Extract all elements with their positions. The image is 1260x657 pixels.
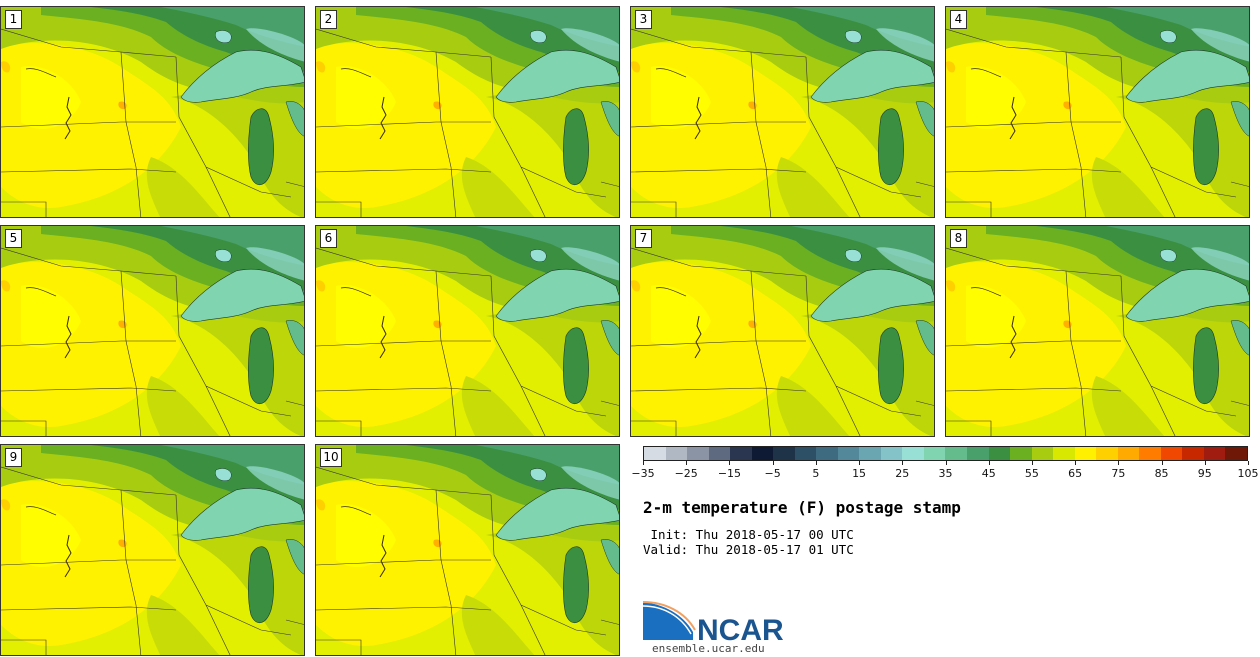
colorbar-segment [1117,447,1140,460]
panel-label-1: 1 [5,10,22,29]
colorbar-tick-label: 75 [1111,467,1126,480]
colorbar-tick [1204,461,1206,465]
colorbar-tick [988,461,990,465]
colorbar-segment [816,447,838,460]
colorbar-tick-label: −15 [717,467,742,480]
member-panel-10: 10 [315,444,620,656]
figure-title: 2-m temperature (F) postage stamp [643,498,961,517]
colorbar-segment [923,447,946,460]
colorbar-segment [665,447,688,460]
colorbar-segment [902,447,924,460]
map-4 [946,7,1250,218]
colorbar-tick-label: 35 [938,467,953,480]
colorbar-tick [815,461,817,465]
map-8 [946,226,1250,437]
init-time: Init: Thu 2018-05-17 00 UTC [643,527,854,542]
member-panel-8: 8 [945,225,1250,437]
panel-label-10: 10 [320,448,342,467]
colorbar-segment [1074,447,1097,460]
colorbar-ticks: −35−25−15−55152535455565758595105115 [631,461,1259,481]
colorbar-tick [1161,461,1163,465]
colorbar-segment [1203,447,1226,460]
logo-text: NCAR [697,614,784,645]
colorbar-tick-label: 95 [1197,467,1212,480]
member-panel-1: 1 [0,6,305,218]
panel-label-4: 4 [950,10,967,29]
colorbar-segment [966,447,989,460]
colorbar-segment [687,447,709,460]
colorbar-tick [729,461,731,465]
colorbar-tick [1118,461,1120,465]
colorbar-tick-label: −25 [674,467,698,480]
panel-label-9: 9 [5,448,22,467]
colorbar-tick [1248,461,1249,465]
colorbar-segment [1160,447,1183,460]
colorbar-tick [945,461,947,465]
colorbar-tick-label: 15 [852,467,867,480]
colorbar-tick-label: 65 [1068,467,1083,480]
colorbar-tick-label: 5 [812,467,820,480]
member-panel-6: 6 [315,225,620,437]
colorbar-tick-label: −35 [631,467,655,480]
colorbar-segment [859,447,881,460]
colorbar-tick [772,461,774,465]
colorbar-tick [686,461,688,465]
member-panel-3: 3 [630,6,935,218]
colorbar-segment [837,447,860,460]
member-panel-5: 5 [0,225,305,437]
colorbar-segment [730,447,752,460]
map-3 [631,7,935,218]
valid-time: Valid: Thu 2018-05-17 01 UTC [643,542,854,557]
colorbar-tick-label: −5 [764,467,781,480]
map-5 [1,226,305,437]
colorbar-tick-label: 85 [1154,467,1169,480]
panel-label-7: 7 [635,229,652,248]
member-panel-9: 9 [0,444,305,656]
colorbar-tick [643,461,644,465]
map-9 [1,445,305,656]
colorbar-tick-label: 55 [1024,467,1039,480]
colorbar-segment [880,447,903,460]
colorbar-segment [988,447,1011,460]
colorbar-tick-label: 45 [981,467,996,480]
site-url: ensemble.ucar.edu [652,642,765,655]
map-6 [316,226,620,437]
colorbar-segment [794,447,817,460]
panel-label-5: 5 [5,229,22,248]
colorbar-tick [902,461,904,465]
colorbar-segment [1031,447,1054,460]
colorbar-segment [1053,447,1075,460]
map-1 [1,7,305,218]
ncar-logo: NCAR [642,600,793,647]
colorbar-tick-label: 105 [1237,467,1259,480]
map-7 [631,226,935,437]
colorbar-segment [644,447,666,460]
colorbar-segment [1096,447,1118,460]
colorbar-segment [1225,447,1247,460]
colorbar-tick-label: 25 [895,467,910,480]
panel-label-6: 6 [320,229,337,248]
colorbar-segment [1139,447,1161,460]
ncar-logo-icon: NCAR [642,601,784,647]
colorbar-segment [1182,447,1204,460]
panel-label-3: 3 [635,10,652,29]
colorbar-tick [1075,461,1077,465]
map-2 [316,7,620,218]
colorbar-segment [945,447,967,460]
colorbar-segment [708,447,731,460]
panel-label-2: 2 [320,10,337,29]
colorbar [643,446,1248,461]
colorbar-segment [1010,447,1032,460]
colorbar-segment [773,447,795,460]
colorbar-tick [859,461,861,465]
member-panel-4: 4 [945,6,1250,218]
colorbar-segment [751,447,774,460]
colorbar-tick [1031,461,1033,465]
panel-label-8: 8 [950,229,967,248]
member-panel-7: 7 [630,225,935,437]
member-panel-2: 2 [315,6,620,218]
map-10 [316,445,620,656]
